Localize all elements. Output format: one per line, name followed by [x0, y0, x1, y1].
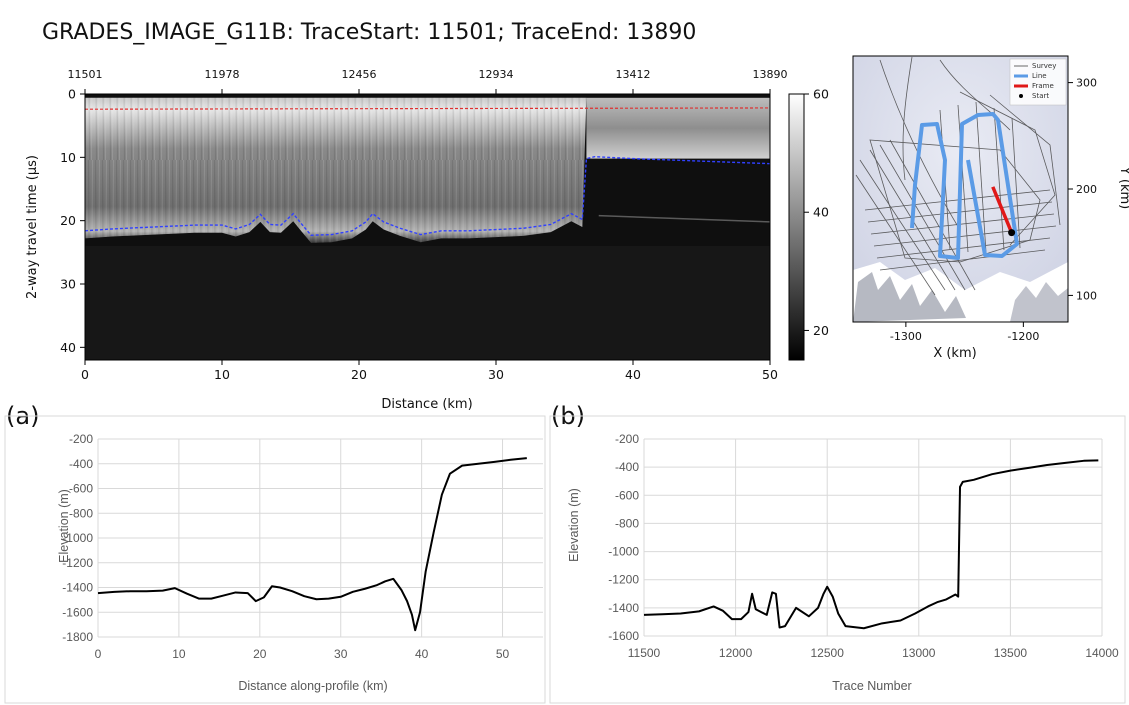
map-mountains-shade	[853, 272, 966, 322]
profile-y-tick-label: -1200	[62, 556, 93, 570]
profile-x-tick-label: 50	[496, 647, 510, 661]
profile-line	[97, 457, 527, 632]
colorbar-tick-label: 40	[813, 205, 829, 220]
radargram-top-tick-label: 11501	[68, 68, 103, 81]
radargram-top-tick-label: 12934	[479, 68, 514, 81]
colorbar-gradient	[788, 93, 805, 361]
profile-x-tick-label: 20	[253, 647, 267, 661]
map-y-tick-label: 100	[1076, 289, 1097, 302]
legend-frame-label: Frame	[1032, 82, 1054, 90]
colorbar-ticks: 60 40 20	[804, 87, 829, 338]
radargram-frame	[84, 93, 771, 361]
profile-y-tick-label: -600	[615, 488, 639, 502]
profile-a-x-label: Distance along-profile (km)	[238, 679, 387, 693]
map-y-tick-label: 200	[1076, 183, 1097, 196]
legend-start-label: Start	[1032, 92, 1049, 100]
profile-b-y-label: Elevation (m)	[567, 488, 581, 562]
radargram-panel: 0 10 20 30 40 50 0 10 20 30 40 11501 11978 12456 12934…	[25, 68, 788, 412]
profile-x-tick-label: 10	[172, 647, 186, 661]
radargram-x-tick-label: 50	[762, 367, 778, 382]
profile-x-tick-label: 40	[415, 647, 429, 661]
radargram-shelf-zone	[586, 97, 770, 159]
profile-x-tick-label: 13500	[994, 646, 1028, 660]
map-axes: -1300 -1200 300 200 100	[890, 77, 1097, 343]
profile-y-tick-label: -1800	[62, 630, 93, 644]
map-x-tick-label: -1200	[1007, 330, 1039, 343]
profile-x-tick-label: 12500	[811, 646, 845, 660]
radargram-top-tick-label: 13890	[753, 68, 788, 81]
colorbar-tick-label: 60	[813, 87, 829, 102]
profile-y-tick-label: -200	[615, 432, 639, 446]
radargram-y-tick-label: 40	[60, 340, 76, 355]
radargram-y-tick-label: 30	[60, 277, 76, 292]
colorbar-tick-label: 20	[813, 323, 829, 338]
legend-survey-label: Survey	[1032, 62, 1056, 70]
profile-y-tick-label: -400	[69, 457, 93, 471]
map-legend: Survey Line Frame Start	[1009, 58, 1067, 106]
radargram-x-tick-label: 40	[625, 367, 641, 382]
profile-y-tick-label: -400	[615, 460, 639, 474]
profile-y-tick-label: -800	[615, 516, 639, 530]
profile-x-tick-label: 12000	[719, 646, 753, 660]
surface-pick-line	[85, 107, 770, 110]
profile-y-tick-label: -1000	[62, 531, 93, 545]
radargram-y-label: 2-way travel time (µs)	[25, 155, 40, 299]
profile-x-tick-label: 30	[334, 647, 348, 661]
profile-y-tick-label: -1400	[608, 601, 639, 615]
location-map-panel: Survey Line Frame Start -1300 -1200 300 200…	[852, 55, 1129, 361]
profile-y-tick-label: -600	[69, 482, 93, 496]
bed-pick-line	[85, 155, 770, 236]
radargram-x-label: Distance (km)	[381, 397, 472, 412]
profile-y-tick-label: -1600	[608, 629, 639, 643]
legend-line-label: Line	[1032, 72, 1047, 80]
profile-y-tick-label: -1400	[62, 581, 93, 595]
radargram-shelf-base-reflection	[598, 214, 770, 223]
profile-x-tick-label: 13000	[902, 646, 936, 660]
profile-a-y-label: Elevation (m)	[57, 489, 71, 563]
map-frame-segment	[991, 186, 1014, 234]
radargram-axes: 0 10 20 30 40 50 0 10 20 30 40 11501 11978 12456 12934…	[60, 68, 787, 382]
profile-b-plot: 11500 12000 12500 13000 13500 14000 -200 -400 -6…	[608, 432, 1119, 660]
profile-x-tick-label: 0	[95, 647, 102, 661]
profile-b-frame	[549, 415, 1126, 704]
radargram-y-tick-label: 20	[60, 213, 76, 228]
radargram-x-tick-label: 30	[488, 367, 504, 382]
radargram-top-tick-label: 12456	[342, 68, 377, 81]
radargram-x-tick-label: 20	[351, 367, 367, 382]
profile-y-tick-label: -800	[69, 506, 93, 520]
map-x-label: X (km)	[933, 346, 976, 361]
radargram-y-tick-label: 0	[68, 87, 76, 102]
map-x-tick-label: -1300	[890, 330, 922, 343]
profile-line	[643, 459, 1099, 630]
radargram-streak-texture	[85, 97, 587, 243]
profile-y-tick-label: -1000	[608, 545, 639, 559]
map-flight-line	[910, 112, 1019, 260]
legend-start-swatch	[1019, 94, 1023, 98]
radargram-x-tick-label: 0	[81, 367, 89, 382]
profile-a-frame	[4, 415, 546, 704]
profile-y-tick-label: -1200	[608, 573, 639, 587]
radargram-top-tick-label: 11978	[205, 68, 240, 81]
radargram-top-tick-label: 13412	[616, 68, 651, 81]
radargram-deep-noise	[85, 246, 770, 360]
map-y-label: Y (km)	[1117, 166, 1129, 209]
profile-b-x-label: Trace Number	[832, 679, 911, 693]
figure-title: GRADES_IMAGE_G11B: TraceStart: 11501; Tr…	[42, 20, 696, 45]
radargram-y-tick-label: 10	[60, 150, 76, 165]
map-start-point	[1008, 229, 1016, 237]
map-content	[853, 56, 1068, 322]
radargram-x-tick-label: 10	[214, 367, 230, 382]
profile-x-tick-label: 14000	[1085, 646, 1119, 660]
colorbar: 60 40 20	[788, 87, 829, 361]
map-legend-box	[1009, 58, 1067, 106]
profile-x-tick-label: 11500	[628, 646, 661, 660]
map-mountains-right	[1010, 282, 1068, 322]
profile-y-tick-label: -1600	[62, 605, 93, 619]
map-y-tick-label: 300	[1076, 77, 1097, 90]
profile-y-tick-label: -200	[69, 432, 93, 446]
profile-a-plot: 0 10 20 30 40 50 -200 -400 -600 -800 -1000 -1200 -14…	[62, 432, 543, 661]
